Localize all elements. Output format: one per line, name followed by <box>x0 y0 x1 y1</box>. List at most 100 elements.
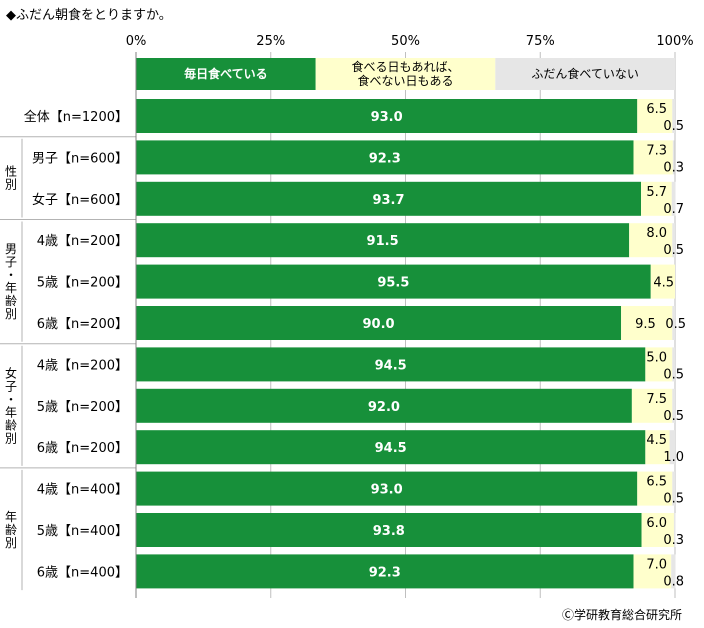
data-label: 91.5 <box>367 234 399 249</box>
group-label-char: ・ <box>5 268 17 282</box>
data-label: 0.5 <box>663 119 684 134</box>
data-label: 0.7 <box>663 202 684 217</box>
bar-segment <box>621 306 673 340</box>
data-label: 92.3 <box>369 565 401 580</box>
bar-segment <box>645 430 670 465</box>
category-label: 6歳【n=400】 <box>37 565 128 580</box>
data-label: 5.7 <box>646 185 667 200</box>
data-label: 7.5 <box>646 392 667 407</box>
data-label: 93.0 <box>371 483 403 498</box>
x-tick-label: 50% <box>391 34 420 49</box>
data-label: 0.8 <box>663 574 684 589</box>
group-label-char: 性 <box>5 165 17 179</box>
group-label-char: 別 <box>5 536 17 550</box>
group-label-char: 年 <box>5 405 17 419</box>
bar-segment <box>136 430 646 465</box>
chart-title: ◆ふだん朝食をとりますか。 <box>6 8 172 23</box>
bar-segment <box>136 99 638 133</box>
data-label: 7.0 <box>646 557 667 572</box>
data-label: 7.3 <box>646 143 667 158</box>
bar-segment <box>645 347 673 382</box>
data-label: 94.5 <box>375 358 407 373</box>
data-label: 6.0 <box>646 516 667 531</box>
x-tick-label: 75% <box>526 34 555 49</box>
data-label: 4.5 <box>646 433 667 448</box>
bar-segment <box>669 430 675 465</box>
data-label: 0.3 <box>663 160 684 175</box>
x-tick-label: 25% <box>256 34 285 49</box>
group-label-char: 別 <box>5 178 17 192</box>
group-label-char: ・ <box>5 392 17 406</box>
category-label: 4歳【n=200】 <box>37 358 128 373</box>
bar-segment <box>672 471 675 506</box>
bar-segment <box>136 554 634 589</box>
bar-segment <box>672 306 675 340</box>
data-label: 93.8 <box>373 524 405 539</box>
category-label: 6歳【n=200】 <box>37 317 128 332</box>
data-label: 0.5 <box>665 317 686 332</box>
data-label: 6.5 <box>646 102 667 117</box>
data-label: 94.5 <box>375 441 407 456</box>
legend-swatch <box>136 58 316 90</box>
group-label-char: 別 <box>5 431 17 445</box>
bar-segment <box>641 513 674 547</box>
category-label: 男子【n=600】 <box>32 151 128 166</box>
category-label: 全体【n=1200】 <box>24 109 128 125</box>
legend-label: 食べない日もある <box>357 73 453 88</box>
group-label-char: 別 <box>5 307 17 321</box>
group-label-char: 齢 <box>5 293 17 308</box>
category-label: 6歳【n=200】 <box>37 441 128 456</box>
bar-segment <box>629 223 673 258</box>
data-label: 5.0 <box>646 350 667 365</box>
bar-segment <box>672 99 675 133</box>
bar-segment <box>672 140 675 175</box>
data-label: 93.7 <box>372 193 404 208</box>
category-label: 5歳【n=400】 <box>37 524 128 539</box>
data-label: 0.5 <box>663 243 684 258</box>
bar-segment <box>650 264 675 299</box>
bar-segment <box>672 347 675 382</box>
bar-segment <box>136 181 642 216</box>
bar-segment <box>136 140 634 175</box>
data-label: 8.0 <box>646 226 667 241</box>
data-label: 95.5 <box>377 276 409 291</box>
category-label: 女子【n=600】 <box>32 192 128 208</box>
legend-label: ふだん食べていない <box>531 66 639 81</box>
category-label: 5歳【n=200】 <box>37 276 128 291</box>
legend-swatch <box>495 58 675 90</box>
bar-segment <box>637 471 673 506</box>
bar-segment <box>136 264 651 299</box>
x-tick-label: 0% <box>126 34 147 49</box>
bar-segment <box>136 388 632 423</box>
x-tick-label: 100% <box>656 34 693 49</box>
data-label: 0.5 <box>663 367 684 382</box>
copyright-credit: Ⓒ学研教育総合研究所 <box>561 608 682 622</box>
bar-segment <box>633 554 672 589</box>
bar-segment <box>673 513 676 547</box>
data-label: 92.3 <box>369 151 401 166</box>
bar-segment <box>671 181 676 216</box>
bar-segment <box>136 306 622 340</box>
bar-segment <box>136 513 642 547</box>
category-label: 4歳【n=200】 <box>37 234 128 249</box>
data-label: 92.0 <box>368 400 400 415</box>
data-label: 6.5 <box>646 475 667 490</box>
legend-label: 食べる日もあれば、 <box>351 59 459 74</box>
bar-segment <box>136 347 646 382</box>
group-label-char: 子 <box>5 379 17 393</box>
group-label-char: 子 <box>5 255 17 269</box>
bar-segment <box>671 554 676 589</box>
group-label-char: 年 <box>5 281 17 295</box>
data-label: 93.0 <box>371 110 403 125</box>
group-label-char: 齢 <box>5 522 17 537</box>
bar-segment <box>136 223 630 258</box>
data-label: 9.5 <box>635 317 656 332</box>
data-label: 1.0 <box>663 450 684 465</box>
data-label: 0.5 <box>663 409 684 424</box>
group-label-char: 女 <box>5 365 17 380</box>
legend-swatch <box>315 58 496 90</box>
bar-segment <box>637 99 673 133</box>
group-label-char: 男 <box>5 242 17 256</box>
bar-segment <box>631 388 673 423</box>
